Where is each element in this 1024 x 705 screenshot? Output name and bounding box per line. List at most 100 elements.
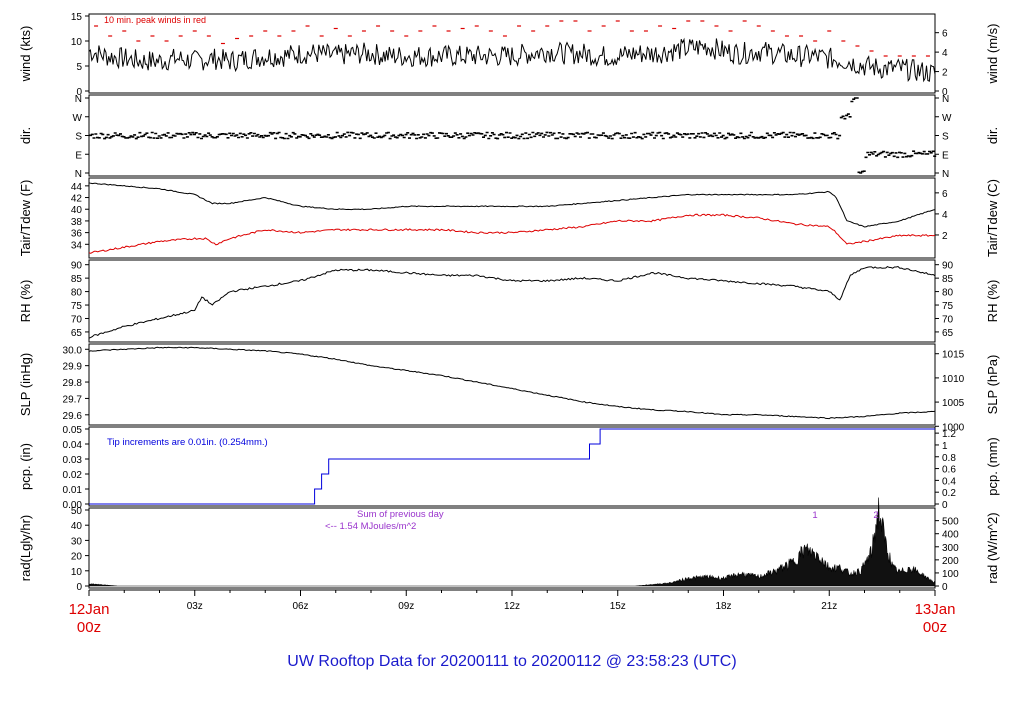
dir-ytick-left-label: N bbox=[75, 94, 82, 105]
rh-ytick-right-label: 75 bbox=[942, 301, 954, 312]
wind-ytick-right-label: 2 bbox=[942, 68, 948, 79]
start-date-label: 12Jan bbox=[69, 601, 110, 618]
tdew-line bbox=[88, 213, 936, 254]
dir-ytick-left-label: N bbox=[75, 169, 82, 180]
pcp-ytick-right-label: 0.4 bbox=[942, 476, 956, 487]
rad-annotation-line1: Sum of previous day bbox=[357, 509, 444, 520]
rh-ytick-left-label: 85 bbox=[71, 274, 83, 285]
pcp-ytick-right-label: 0.2 bbox=[942, 488, 956, 499]
wind-ytick-left-label: 15 bbox=[71, 12, 83, 23]
pcp-ytick-right-label: 1.2 bbox=[942, 429, 956, 440]
pcp-ytick-right-label: 0 bbox=[942, 500, 948, 511]
rad-area bbox=[88, 497, 936, 587]
pcp-ytick-right-label: 1 bbox=[942, 441, 948, 452]
slp-ytick-left-label: 29.9 bbox=[63, 362, 83, 373]
temp-ylabel-right: Tair/Tdew (C) bbox=[985, 179, 1000, 257]
slp-ytick-right-label: 1015 bbox=[942, 350, 965, 361]
rad-ytick-left-label: 50 bbox=[71, 506, 83, 517]
rh-ytick-right-label: 90 bbox=[942, 261, 954, 272]
pcp-ylabel-right: pcp. (mm) bbox=[985, 437, 1000, 496]
rad-ytick-right-label: 300 bbox=[942, 543, 959, 554]
time-tick-label: 12z bbox=[504, 601, 520, 612]
rad-ytick-right-label: 100 bbox=[942, 569, 959, 580]
pcp-ytick-left-label: 0.02 bbox=[63, 470, 83, 481]
rh-ytick-left-label: 70 bbox=[71, 314, 83, 325]
wind-ytick-left-label: 0 bbox=[76, 87, 82, 98]
dir-panel-frame bbox=[88, 94, 936, 177]
rad-ytick-right-label: 0 bbox=[942, 582, 948, 593]
rad-ylabel-right: rad (W/m^2) bbox=[985, 512, 1000, 583]
pcp-line bbox=[89, 428, 935, 505]
pcp-ytick-right-label: 0.8 bbox=[942, 453, 956, 464]
temp-ytick-left-label: 42 bbox=[71, 194, 83, 205]
temp-ytick-left-label: 34 bbox=[71, 240, 83, 251]
slp-ytick-left-label: 29.8 bbox=[63, 378, 83, 389]
slp-panel-frame bbox=[88, 343, 936, 426]
slp-ylabel-left: SLP (inHg) bbox=[18, 353, 33, 416]
time-tick-label: 06z bbox=[292, 601, 308, 612]
slp-ytick-left-label: 29.6 bbox=[63, 411, 83, 422]
pcp-panel-frame bbox=[88, 426, 936, 507]
dir-ytick-right-label: N bbox=[942, 169, 949, 180]
dir-ytick-right-label: W bbox=[942, 113, 952, 124]
rad-ytick-right-label: 200 bbox=[942, 556, 959, 567]
temp-ytick-right-label: 6 bbox=[942, 189, 948, 200]
dir-ytick-left-label: E bbox=[75, 150, 82, 161]
pcp-ytick-left-label: 0.00 bbox=[63, 500, 83, 511]
rh-ytick-right-label: 80 bbox=[942, 288, 954, 299]
rh-ytick-right-label: 65 bbox=[942, 328, 954, 339]
dir-ytick-right-label: N bbox=[942, 94, 949, 105]
slp-ytick-right-label: 1000 bbox=[942, 422, 965, 433]
temp-ytick-right-label: 2 bbox=[942, 231, 948, 242]
rh-ytick-right-label: 85 bbox=[942, 274, 954, 285]
pcp-ytick-left-label: 0.03 bbox=[63, 455, 83, 466]
dir-ytick-left-label: W bbox=[73, 113, 83, 124]
dir-points bbox=[89, 97, 937, 174]
rh-panel-frame bbox=[88, 259, 936, 343]
rh-ytick-left-label: 90 bbox=[71, 261, 83, 272]
tair-line bbox=[88, 182, 936, 228]
slp-ylabel-right: SLP (hPa) bbox=[985, 355, 1000, 415]
pcp-ytick-left-label: 0.01 bbox=[63, 485, 83, 496]
rad-ytick-right-label: 500 bbox=[942, 517, 959, 528]
rad-ytick-left-label: 40 bbox=[71, 521, 83, 532]
wind-ytick-left-label: 10 bbox=[71, 37, 83, 48]
time-tick-label: 21z bbox=[821, 601, 837, 612]
wind-annotation: 10 min. peak winds in red bbox=[104, 15, 206, 25]
dir-ytick-right-label: E bbox=[942, 150, 949, 161]
rad-ylabel-left: rad(Lgly/hr) bbox=[18, 515, 33, 581]
rad-ytick-right-label: 400 bbox=[942, 530, 959, 541]
temp-panel-frame bbox=[88, 177, 936, 259]
slp-ytick-right-label: 1005 bbox=[942, 398, 965, 409]
wind-ylabel-right: wind (m/s) bbox=[985, 24, 1000, 85]
slp-ytick-left-label: 29.7 bbox=[63, 394, 83, 405]
slp-ytick-right-label: 1010 bbox=[942, 374, 965, 385]
pcp-annotation: Tip increments are 0.01in. (0.254mm.) bbox=[107, 437, 268, 448]
temp-ylabel-left: Tair/Tdew (F) bbox=[18, 180, 33, 257]
slp-ytick-left-label: 30.0 bbox=[63, 345, 83, 356]
end-time-label: 00z bbox=[923, 619, 947, 636]
chart-title: UW Rooftop Data for 20200111 to 20200112… bbox=[287, 653, 736, 670]
rh-ytick-left-label: 75 bbox=[71, 301, 83, 312]
rh-line bbox=[88, 265, 936, 339]
temp-ytick-left-label: 36 bbox=[71, 229, 83, 240]
rad-marker-1: 1 bbox=[812, 510, 817, 521]
dir-ylabel-left: dir. bbox=[18, 127, 33, 144]
wind-ylabel-left: wind (kts) bbox=[18, 26, 33, 83]
pcp-ytick-right-label: 0.6 bbox=[942, 465, 956, 476]
temp-ytick-left-label: 38 bbox=[71, 217, 83, 228]
rad-ytick-left-label: 0 bbox=[76, 582, 82, 593]
time-tick-label: 09z bbox=[398, 601, 414, 612]
start-time-label: 00z bbox=[77, 619, 101, 636]
wind-panel-frame bbox=[88, 13, 936, 94]
wind-ytick-right-label: 6 bbox=[942, 29, 948, 40]
time-tick-label: 15z bbox=[610, 601, 626, 612]
pcp-ytick-left-label: 0.04 bbox=[63, 440, 83, 451]
rad-ytick-left-label: 20 bbox=[71, 552, 83, 563]
rh-ytick-right-label: 70 bbox=[942, 314, 954, 325]
temp-ytick-left-label: 40 bbox=[71, 205, 83, 216]
rad-marker-2: 2 bbox=[873, 510, 878, 521]
